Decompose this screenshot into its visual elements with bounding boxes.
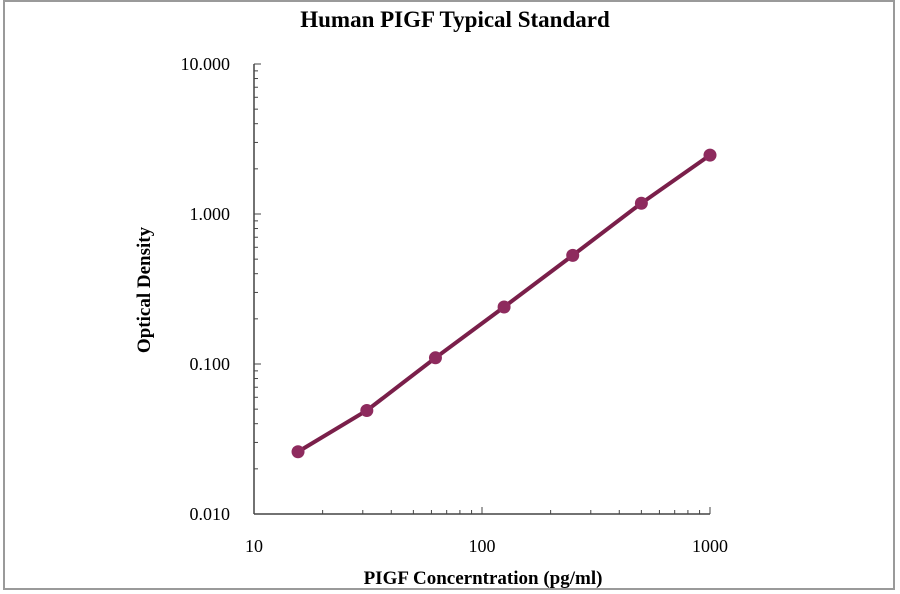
x-tick-label: 1000: [692, 536, 728, 556]
y-tick-label: 0.100: [190, 354, 231, 374]
data-point: [291, 445, 305, 459]
y-tick-label: 10.000: [181, 54, 231, 74]
data-point: [703, 148, 717, 162]
data-point: [566, 248, 580, 262]
y-axis-label: Optical Density: [134, 226, 155, 353]
x-tick-label: 10: [245, 536, 263, 556]
x-axis-label: PIGF Concerntration (pg/ml): [364, 568, 603, 589]
chart-title: Human PIGF Typical Standard: [300, 7, 610, 32]
data-point: [634, 196, 648, 210]
y-tick-label: 1.000: [190, 204, 231, 224]
y-tick-label: 0.010: [190, 504, 231, 524]
data-point: [360, 403, 374, 417]
x-tick-label: 100: [469, 536, 496, 556]
data-point: [497, 300, 511, 314]
data-point: [428, 351, 442, 365]
chart-frame: [3, 0, 895, 590]
